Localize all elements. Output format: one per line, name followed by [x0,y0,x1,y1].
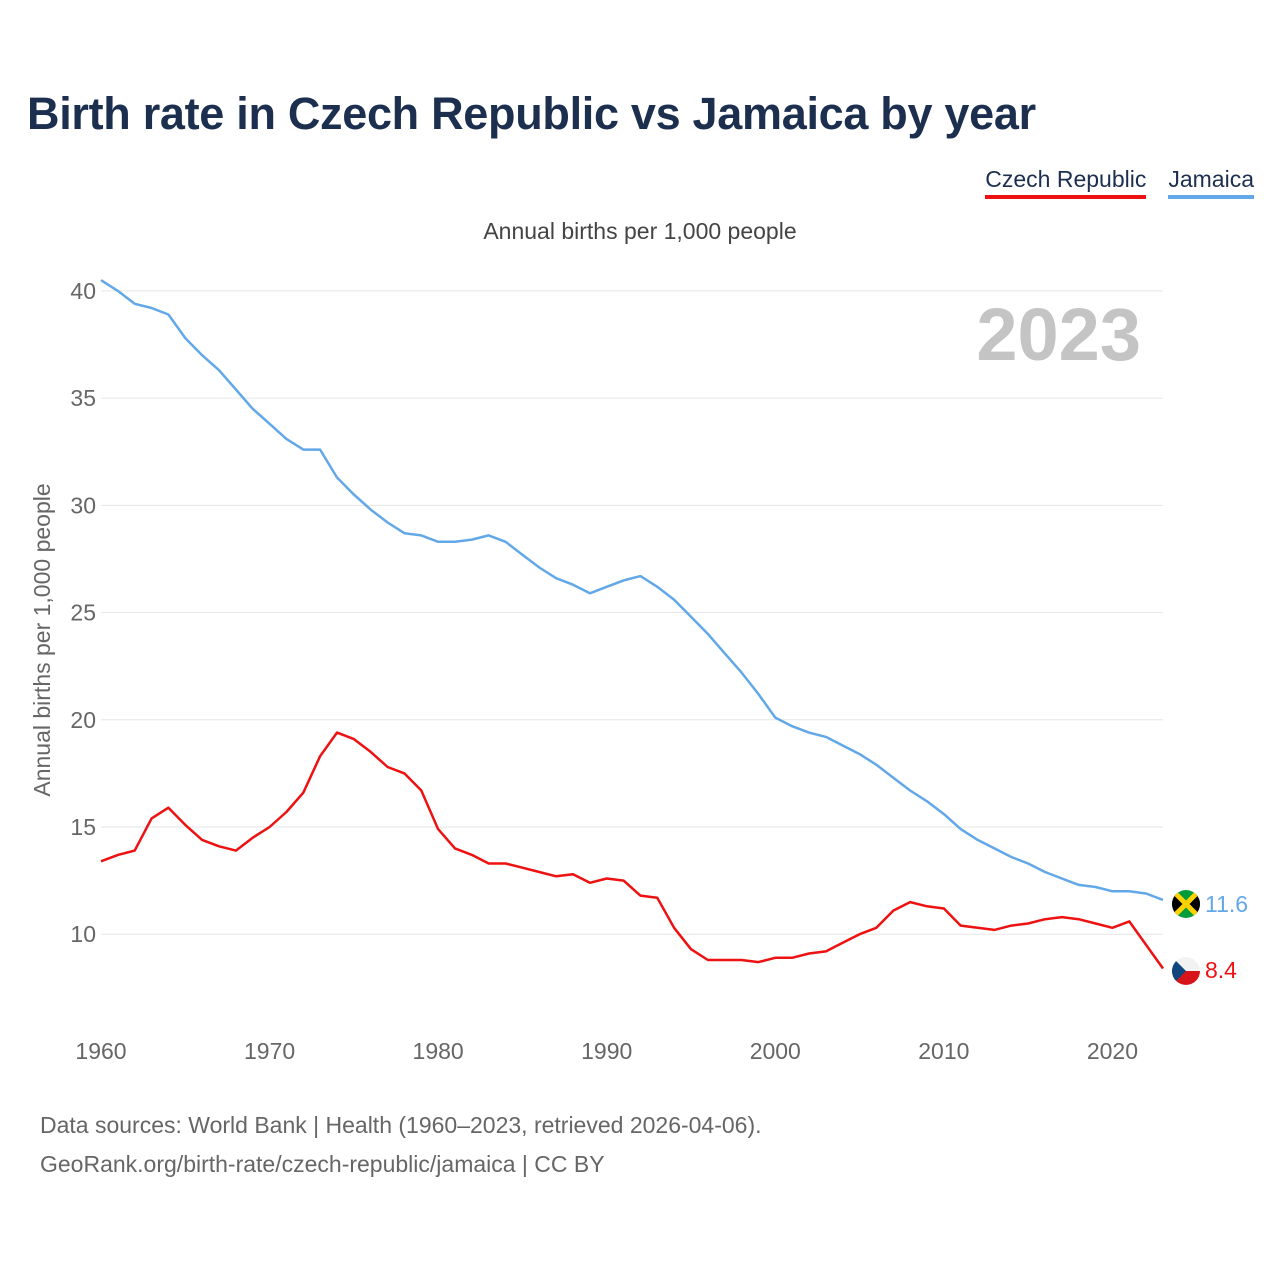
czech-flag-icon [1172,957,1200,985]
x-tick-label: 2020 [1087,1038,1138,1064]
line-chart: 2023 10 15 20 25 30 35 40 1960 1970 1980 1990 2000… [29,278,1248,1064]
y-axis-ticks: 10 15 20 25 30 35 40 [70,278,96,947]
series-line-czech-republic[interactable] [100,731,1165,970]
end-label-jamaica: 11.6 [1205,891,1248,917]
gridlines [101,290,1163,935]
year-watermark: 2023 [976,293,1141,376]
x-tick-label: 2000 [750,1038,801,1064]
y-tick-label: 30 [70,492,96,518]
footer-link[interactable]: GeoRank.org/birth-rate/czech-republic/ja… [40,1151,605,1177]
series-lines [100,279,1165,970]
footer-sources: Data sources: World Bank | Health (1960–… [40,1112,762,1138]
legend: Czech Republic Jamaica [985,166,1254,199]
y-tick-label: 25 [70,600,96,626]
series-line-jamaica[interactable] [100,279,1164,902]
legend-item-czech-republic[interactable]: Czech Republic [985,166,1147,199]
x-tick-label: 1960 [75,1038,126,1064]
y-tick-label: 10 [70,921,96,947]
x-tick-label: 2010 [918,1038,969,1064]
chart-subtitle: Annual births per 1,000 people [483,218,797,244]
legend-item-jamaica[interactable]: Jamaica [1168,166,1254,199]
x-tick-label: 1990 [581,1038,632,1064]
footer: Data sources: World Bank | Health (1960–… [40,1106,762,1184]
x-tick-label: 1980 [413,1038,464,1064]
y-tick-label: 15 [70,814,96,840]
y-axis-label: Annual births per 1,000 people [29,483,55,796]
end-label-czech-republic: 8.4 [1205,957,1237,983]
x-tick-label: 1970 [244,1038,295,1064]
x-axis-ticks: 1960 1970 1980 1990 2000 2010 2020 [75,1038,1138,1064]
chart-title: Birth rate in Czech Republic vs Jamaica … [27,88,1036,139]
y-tick-label: 20 [70,707,96,733]
y-tick-label: 40 [70,278,96,304]
y-tick-label: 35 [70,385,96,411]
jamaica-flag-icon [1172,890,1200,918]
